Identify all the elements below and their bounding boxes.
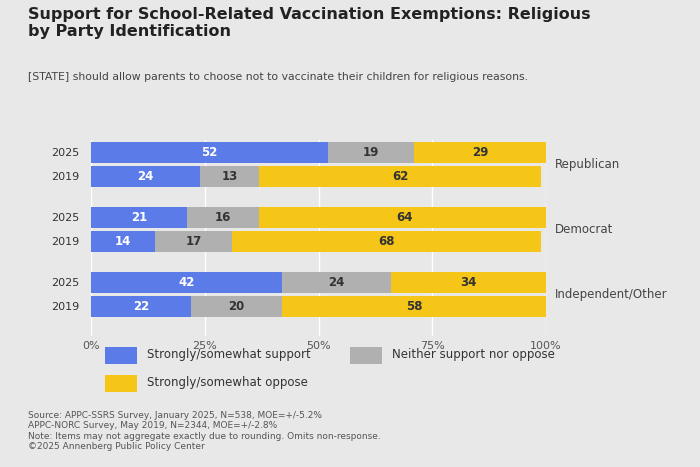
Bar: [260, 166, 542, 187]
Text: 2019: 2019: [51, 172, 80, 182]
Text: Republican: Republican: [555, 158, 620, 171]
Bar: [328, 142, 414, 163]
Bar: [191, 297, 282, 318]
Bar: [91, 231, 155, 252]
Bar: [260, 207, 550, 228]
Bar: [91, 297, 191, 318]
Text: Democrat: Democrat: [555, 223, 613, 236]
Text: 2019: 2019: [51, 237, 80, 247]
Bar: [282, 297, 546, 318]
Text: 52: 52: [201, 146, 218, 159]
Text: Support for School-Related Vaccination Exemptions: Religious
by Party Identifica: Support for School-Related Vaccination E…: [28, 7, 591, 39]
Bar: [155, 231, 232, 252]
Bar: [282, 272, 391, 293]
Text: Strongly/somewhat support: Strongly/somewhat support: [147, 348, 311, 361]
Text: [STATE] should allow parents to choose not to vaccinate their children for relig: [STATE] should allow parents to choose n…: [28, 72, 528, 82]
Text: 62: 62: [392, 170, 409, 183]
Bar: [232, 231, 541, 252]
Bar: [391, 272, 546, 293]
Text: 20: 20: [228, 300, 245, 313]
Text: 2019: 2019: [51, 302, 80, 312]
Text: 17: 17: [186, 235, 202, 248]
Text: Independent/Other: Independent/Other: [555, 289, 668, 301]
Bar: [186, 207, 260, 228]
Bar: [91, 166, 200, 187]
Bar: [91, 207, 186, 228]
Bar: [414, 142, 546, 163]
Text: 2025: 2025: [51, 148, 80, 158]
Text: 14: 14: [115, 235, 131, 248]
Text: 68: 68: [379, 235, 395, 248]
Text: Strongly/somewhat oppose: Strongly/somewhat oppose: [147, 376, 308, 389]
Text: 34: 34: [461, 276, 477, 290]
Bar: [91, 272, 282, 293]
Text: 42: 42: [178, 276, 195, 290]
Text: 2025: 2025: [51, 213, 80, 223]
Text: Source: APPC-SSRS Survey, January 2025, N=538, MOE=+/-5.2%
APPC-NORC Survey, May: Source: APPC-SSRS Survey, January 2025, …: [28, 411, 381, 451]
Text: 13: 13: [222, 170, 238, 183]
Text: 21: 21: [131, 211, 147, 224]
Text: 22: 22: [133, 300, 149, 313]
Bar: [91, 142, 328, 163]
Text: 16: 16: [215, 211, 231, 224]
Text: 2025: 2025: [51, 278, 80, 288]
Text: 24: 24: [328, 276, 345, 290]
Text: Neither support nor oppose: Neither support nor oppose: [392, 348, 555, 361]
Text: 64: 64: [397, 211, 413, 224]
Text: 24: 24: [137, 170, 154, 183]
Bar: [200, 166, 259, 187]
Text: 58: 58: [406, 300, 422, 313]
Text: 29: 29: [472, 146, 488, 159]
Text: 19: 19: [363, 146, 379, 159]
